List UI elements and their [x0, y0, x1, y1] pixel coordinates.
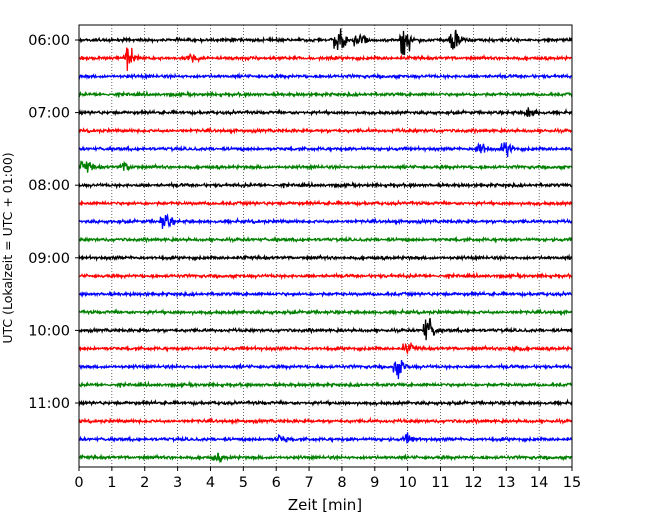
y-axis-label: UTC (Lokalzeit = UTC + 01:00)	[0, 152, 15, 343]
x-tick-label: 10	[398, 475, 416, 491]
x-tick-label: 6	[272, 475, 281, 491]
y-tick-label: 09:00	[28, 251, 70, 267]
trace-0915	[78, 271, 573, 281]
trace-0830	[78, 213, 573, 229]
trace-1145	[78, 452, 573, 464]
y-tick-label: 08:00	[28, 178, 70, 194]
trace-1030	[79, 359, 573, 380]
trace-0845	[78, 235, 573, 244]
x-tick-label: 12	[464, 475, 482, 491]
x-tick-label: 2	[140, 475, 149, 491]
y-axis-ticks: 06:00 07:00 08:00 09:00 10:00 11:00	[28, 33, 79, 412]
x-tick-label: 0	[74, 475, 83, 491]
trace-0800	[78, 180, 573, 190]
x-axis-ticks: 0 1 2 3 4 5 6 7 8 9 10 11 12 13 14 15	[74, 467, 581, 491]
trace-0930	[78, 290, 573, 299]
y-tick-label: 07:00	[28, 106, 70, 122]
trace-0730	[78, 141, 573, 158]
x-tick-label: 7	[304, 475, 313, 491]
x-tick-label: 14	[530, 475, 548, 491]
x-tick-label: 3	[173, 475, 182, 491]
trace-0715	[78, 126, 573, 135]
trace-0645	[78, 90, 573, 99]
x-tick-label: 11	[431, 475, 449, 491]
x-tick-label: 15	[563, 475, 581, 491]
trace-1115	[78, 416, 573, 426]
trace-0945	[78, 307, 573, 317]
y-tick-label: 11:00	[28, 396, 70, 412]
trace-0630	[78, 72, 573, 81]
trace-1130	[78, 432, 573, 444]
trace-0900	[78, 253, 573, 262]
x-tick-label: 5	[239, 475, 248, 491]
trace-0700	[78, 107, 573, 117]
trace-0745	[78, 160, 573, 173]
x-tick-label: 4	[206, 475, 215, 491]
trace-0615	[79, 47, 573, 71]
plot-frame	[78, 24, 573, 468]
y-tick-label: 10:00	[28, 323, 70, 339]
x-tick-label: 8	[337, 475, 346, 491]
x-tick-label: 9	[370, 475, 379, 491]
trace-1015	[78, 342, 573, 355]
trace-0600	[78, 28, 573, 56]
x-axis-label: Zeit [min]	[288, 496, 362, 514]
trace-0815	[78, 199, 573, 208]
trace-1100	[78, 398, 573, 408]
trace-1045	[78, 380, 573, 389]
seismic-traces	[78, 28, 573, 464]
x-tick-label: 13	[497, 475, 515, 491]
y-tick-label: 06:00	[28, 33, 70, 49]
x-tick-label: 1	[107, 475, 116, 491]
trace-1000	[78, 317, 573, 341]
